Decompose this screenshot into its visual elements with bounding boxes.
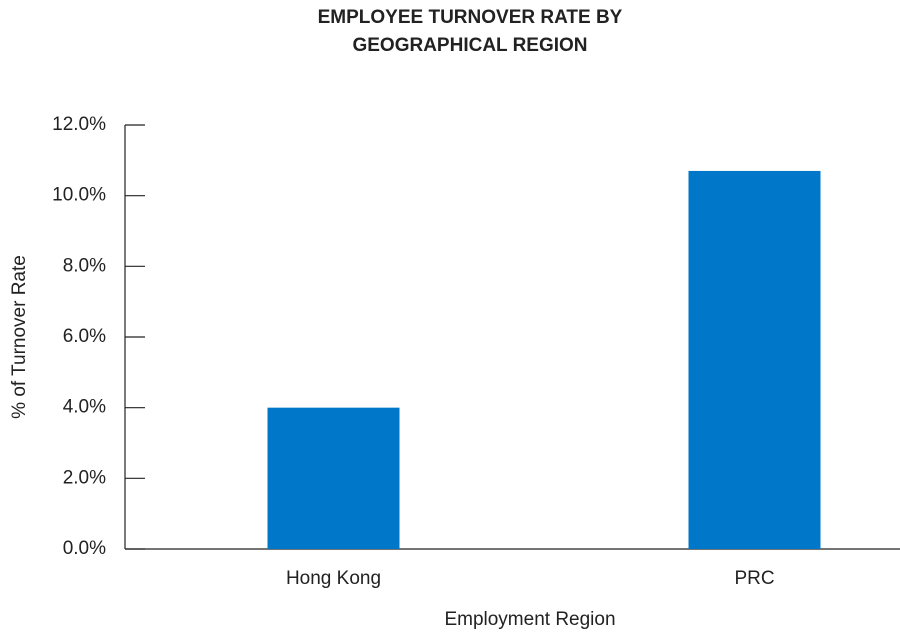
y-tick-label: 2.0% (63, 467, 106, 488)
bar (267, 407, 400, 549)
y-axis-label: % of Turnover Rate (9, 255, 30, 419)
x-tick-label: Hong Kong (286, 568, 381, 589)
y-tick-label: 10.0% (52, 185, 106, 206)
y-tick-label: 0.0% (63, 538, 106, 559)
bar (688, 170, 821, 549)
y-tick-label: 8.0% (63, 255, 106, 276)
x-axis-label: Employment Region (444, 609, 615, 630)
chart-title: EMPLOYEE TURNOVER RATE BY GEOGRAPHICAL R… (317, 7, 623, 56)
x-tick-label: PRC (734, 568, 774, 589)
y-tick-label: 12.0% (52, 114, 106, 135)
y-tick-label: 4.0% (63, 397, 106, 418)
y-tick-label: 6.0% (63, 326, 106, 347)
